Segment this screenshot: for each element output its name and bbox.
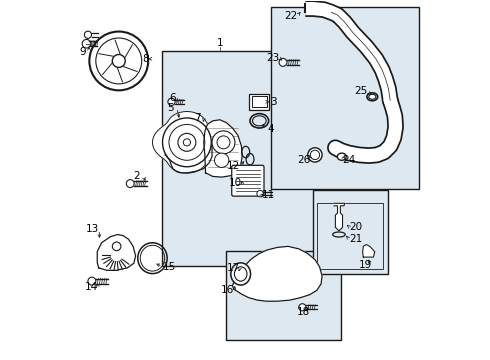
Circle shape (169, 125, 205, 160)
Polygon shape (334, 203, 344, 231)
Text: 14: 14 (85, 282, 98, 292)
Text: 10: 10 (229, 178, 242, 188)
Circle shape (217, 136, 230, 149)
Circle shape (88, 277, 96, 285)
Bar (271, 7, 419, 189)
Circle shape (215, 153, 229, 167)
Text: 21: 21 (349, 234, 362, 244)
Polygon shape (204, 120, 242, 177)
Text: 26: 26 (297, 155, 311, 165)
Text: 9: 9 (79, 46, 86, 57)
Text: 5: 5 (167, 103, 174, 113)
Circle shape (163, 118, 211, 167)
Bar (313, 190, 388, 274)
Circle shape (257, 190, 263, 197)
Text: 16: 16 (221, 285, 234, 296)
Text: 7: 7 (195, 113, 201, 123)
Text: 15: 15 (162, 262, 175, 272)
Polygon shape (232, 246, 322, 301)
Circle shape (112, 54, 125, 67)
Circle shape (82, 40, 91, 48)
Bar (318, 203, 383, 269)
Circle shape (279, 58, 287, 66)
Text: 1: 1 (217, 38, 223, 48)
Ellipse shape (368, 94, 376, 99)
Ellipse shape (234, 267, 247, 281)
FancyBboxPatch shape (232, 165, 264, 196)
Text: 3: 3 (270, 97, 277, 107)
Ellipse shape (367, 93, 378, 101)
Text: 4: 4 (268, 124, 274, 134)
Text: 8: 8 (142, 54, 148, 64)
Text: 25: 25 (354, 86, 367, 96)
Ellipse shape (231, 263, 250, 285)
Circle shape (310, 150, 319, 159)
Text: 18: 18 (296, 307, 310, 317)
Polygon shape (363, 244, 375, 257)
Circle shape (126, 180, 134, 188)
Circle shape (89, 32, 148, 90)
Circle shape (96, 38, 142, 84)
Ellipse shape (337, 153, 346, 160)
Text: 2: 2 (133, 171, 140, 181)
Text: 12: 12 (227, 161, 240, 171)
FancyBboxPatch shape (252, 96, 267, 107)
Circle shape (183, 139, 191, 146)
Text: 22: 22 (284, 11, 297, 21)
Text: 17: 17 (227, 263, 240, 273)
Circle shape (168, 98, 175, 105)
Circle shape (84, 31, 92, 39)
Circle shape (299, 304, 306, 311)
Bar (226, 251, 341, 339)
Text: 13: 13 (86, 225, 99, 234)
Polygon shape (166, 121, 212, 173)
Circle shape (112, 242, 121, 251)
Circle shape (308, 148, 322, 162)
Bar (162, 51, 316, 266)
Text: 24: 24 (343, 155, 356, 165)
Text: 23: 23 (267, 53, 280, 63)
Text: 19: 19 (359, 260, 372, 270)
Circle shape (178, 134, 196, 151)
Polygon shape (97, 234, 136, 270)
Circle shape (212, 131, 235, 154)
Polygon shape (152, 112, 221, 173)
Text: 6: 6 (169, 93, 176, 103)
Text: 20: 20 (349, 222, 363, 232)
Text: 11: 11 (262, 190, 275, 200)
FancyBboxPatch shape (249, 94, 270, 110)
